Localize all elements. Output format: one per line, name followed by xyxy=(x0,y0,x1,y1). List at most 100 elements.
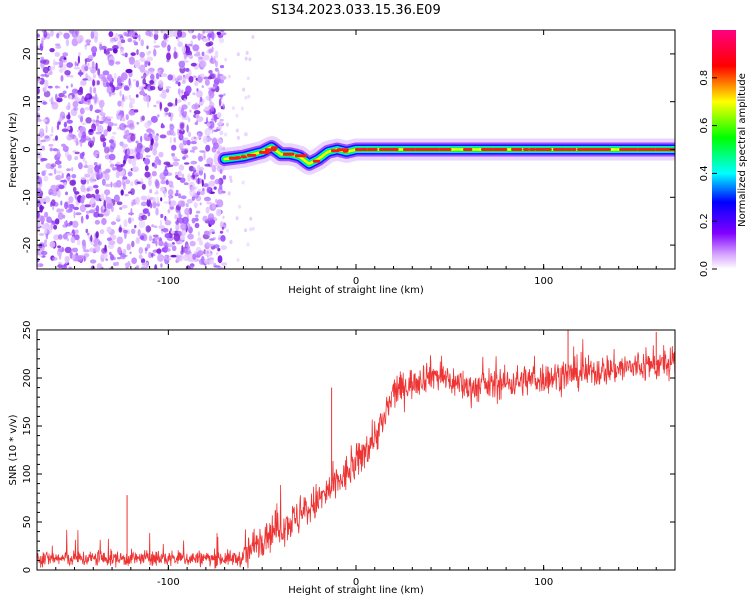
noise-speckle xyxy=(211,127,214,134)
noise-speckle xyxy=(94,36,98,43)
noise-speckle xyxy=(134,34,140,38)
noise-speckle xyxy=(52,206,55,211)
noise-speckle xyxy=(165,257,172,261)
noise-speckle xyxy=(106,116,114,119)
noise-speckle xyxy=(161,91,167,99)
noise-speckle xyxy=(89,209,96,214)
noise-speckle xyxy=(213,186,217,190)
noise-speckle xyxy=(169,136,172,144)
noise-speckle xyxy=(104,189,111,196)
noise-speckle xyxy=(60,179,67,183)
noise-speckle xyxy=(207,257,215,261)
noise-speckle xyxy=(211,231,215,235)
noise-speckle xyxy=(222,104,225,108)
noise-speckle xyxy=(166,164,174,168)
noise-speckle xyxy=(197,188,202,192)
noise-speckle xyxy=(84,106,90,111)
noise-speckle xyxy=(134,41,138,46)
noise-speckle xyxy=(135,265,140,269)
noise-speckle xyxy=(122,181,126,191)
noise-speckle xyxy=(69,95,73,100)
noise-speckle xyxy=(85,72,88,80)
noise-speckle xyxy=(127,260,131,268)
noise-speckle xyxy=(209,244,215,247)
noise-speckle xyxy=(204,196,211,202)
noise-speckle xyxy=(99,112,106,116)
noise-speckle xyxy=(226,228,229,233)
noise-speckle xyxy=(155,72,160,80)
noise-speckle xyxy=(79,86,83,93)
noise-speckle xyxy=(171,245,177,252)
noise-speckle xyxy=(109,37,115,42)
noise-speckle xyxy=(220,235,226,242)
noise-speckle xyxy=(219,168,223,174)
noise-speckle xyxy=(188,165,194,172)
spectrogram-ylabel: Frequency (Hz) xyxy=(8,112,19,188)
snr-xtick-label: 0 xyxy=(353,577,359,588)
noise-speckle xyxy=(236,258,240,262)
noise-speckle xyxy=(48,173,53,176)
noise-speckle xyxy=(92,119,96,123)
noise-speckle xyxy=(61,143,66,147)
noise-speckle xyxy=(39,128,45,136)
noise-speckle xyxy=(55,135,58,141)
noise-speckle xyxy=(106,202,113,209)
noise-speckle xyxy=(119,207,123,210)
noise-speckle xyxy=(203,152,206,161)
noise-speckle xyxy=(153,104,157,108)
noise-speckle xyxy=(106,48,114,51)
colorbar-label: Normalized spectral amplitude xyxy=(737,73,748,227)
noise-speckle xyxy=(106,237,112,242)
noise-speckle xyxy=(198,155,204,162)
noise-speckle xyxy=(108,74,113,82)
noise-speckle xyxy=(140,135,143,143)
noise-speckle xyxy=(167,30,175,38)
noise-speckle xyxy=(146,198,152,207)
noise-speckle xyxy=(64,246,72,254)
noise-speckle xyxy=(61,128,69,133)
noise-speckle xyxy=(180,148,186,152)
noise-speckle xyxy=(190,160,198,165)
noise-speckle xyxy=(140,235,145,241)
noise-speckle xyxy=(188,69,192,78)
noise-speckle xyxy=(153,82,156,86)
noise-speckle xyxy=(130,133,136,142)
noise-speckle xyxy=(74,108,77,111)
noise-speckle xyxy=(219,130,224,136)
noise-speckle xyxy=(135,140,139,144)
noise-speckle xyxy=(249,227,253,232)
noise-speckle xyxy=(204,106,210,111)
noise-speckle xyxy=(218,98,222,107)
noise-speckle xyxy=(144,121,151,129)
noise-speckle xyxy=(70,83,73,88)
noise-speckle xyxy=(115,179,122,188)
colorbar-tick-label: 0.4 xyxy=(699,165,710,181)
noise-speckle xyxy=(183,162,190,165)
noise-speckle xyxy=(191,217,196,224)
noise-speckle xyxy=(121,143,128,148)
noise-speckle xyxy=(177,200,185,207)
noise-speckle xyxy=(102,141,107,148)
noise-speckle xyxy=(182,75,187,84)
noise-speckle xyxy=(55,43,61,46)
noise-speckle xyxy=(168,197,171,206)
noise-speckle xyxy=(146,56,154,62)
noise-speckle xyxy=(210,174,215,180)
noise-speckle xyxy=(168,242,173,248)
noise-speckle xyxy=(131,159,137,167)
noise-speckle xyxy=(204,79,210,86)
noise-speckle xyxy=(205,30,212,34)
noise-speckle xyxy=(126,243,131,251)
noise-speckle xyxy=(217,247,221,252)
noise-speckle xyxy=(58,93,65,98)
noise-speckle xyxy=(196,120,199,124)
noise-speckle xyxy=(110,163,115,168)
noise-speckle xyxy=(163,169,169,177)
noise-speckle xyxy=(38,148,46,151)
noise-speckle xyxy=(72,100,79,108)
noise-speckle xyxy=(177,30,183,38)
noise-speckle xyxy=(169,124,175,130)
noise-speckle xyxy=(218,37,225,44)
noise-speckle xyxy=(157,254,164,262)
noise-speckle xyxy=(189,109,192,113)
